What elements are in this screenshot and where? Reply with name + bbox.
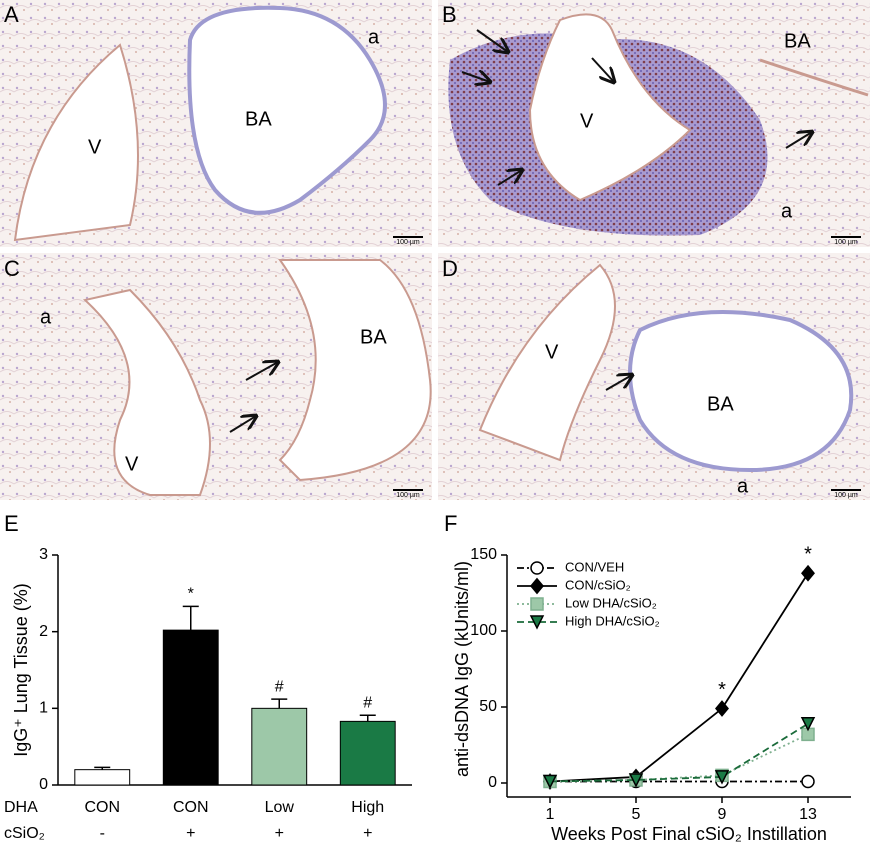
marker [714,770,730,785]
annotation: * [188,586,194,603]
annotation: * [718,679,726,701]
x-tick-label: CON [173,799,209,816]
x-tick-label: Low [265,799,295,816]
scale-label: 100 µm [834,492,858,499]
label: a [781,200,793,222]
bar [251,707,308,786]
x-tick-label: High [351,799,384,816]
x-tick-label: + [275,825,284,842]
panel-a: A V BA a 100 µm [0,0,432,247]
y-tick-label: 100 [470,622,497,639]
series-line [549,572,809,783]
y-tick-label: 0 [488,774,497,791]
marker [529,615,545,630]
bar [162,629,219,786]
x-tick-label: 5 [632,806,641,823]
panel-b: B BA V a 100 µm [438,0,870,247]
panel-letter: E [4,511,19,536]
legend-label: CON/VEH [565,559,624,574]
row-label: cSiO₂ [4,825,45,842]
label: a [368,26,380,48]
row-label: DHA [4,799,38,816]
label: BA [707,393,734,415]
panel-letter: A [4,2,19,27]
x-axis-label: Weeks Post Final cSiO₂ Instillation [551,824,827,844]
series-line [549,722,809,783]
y-axis-label: IgG⁺ Lung Tissue (%) [11,583,31,757]
legend-label: CON/cSiO₂ [565,577,631,592]
scale-label: 100 µm [396,492,420,499]
legend-label: Low DHA/cSiO₂ [565,595,657,610]
x-tick-label: - [100,825,105,842]
y-tick-label: 2 [39,623,48,640]
label: a [40,306,52,328]
x-tick-label: + [186,825,195,842]
series-line [549,733,809,783]
y-tick-label: 1 [39,700,48,717]
y-tick-label: 3 [39,546,48,563]
panel-letter: D [442,256,458,281]
label: V [88,136,102,158]
legend-label: High DHA/cSiO₂ [565,613,660,628]
marker [530,577,544,595]
panel-letter: C [4,256,20,281]
marker [800,716,816,732]
bar [339,720,396,786]
x-tick-label: 9 [718,806,727,823]
marker [715,700,729,717]
marker [628,773,644,788]
y-tick-label: 150 [470,546,497,563]
annotation: * [804,544,812,566]
x-tick-label: 13 [799,806,817,823]
panel-letter: B [442,2,457,27]
marker [801,774,815,789]
bar [74,769,131,786]
marker [542,774,558,790]
annotation: # [363,694,372,711]
label: V [580,110,594,132]
label: BA [360,326,387,348]
panel-letter: F [444,511,457,536]
label: BA [784,30,811,52]
x-tick-label: + [363,825,372,842]
label: BA [245,108,272,130]
y-tick-label: 50 [479,698,497,715]
x-tick-label: 1 [546,806,555,823]
y-axis-label: anti-dsDNA IgG (kUnits/ml) [452,561,472,777]
marker [801,564,815,582]
x-tick-label: CON [84,799,120,816]
panel-c: C a V BA 100 µm [0,253,432,500]
panel-d: D V BA a 100 µm [438,253,870,500]
label: V [125,453,139,475]
label: V [545,341,559,363]
annotation: # [275,678,284,695]
scale-label: 100 µm [396,239,420,246]
scale-label: 100 µm [834,239,858,246]
marker [530,597,544,611]
label: a [737,475,749,497]
marker [530,561,544,575]
y-tick-label: 0 [39,776,48,793]
